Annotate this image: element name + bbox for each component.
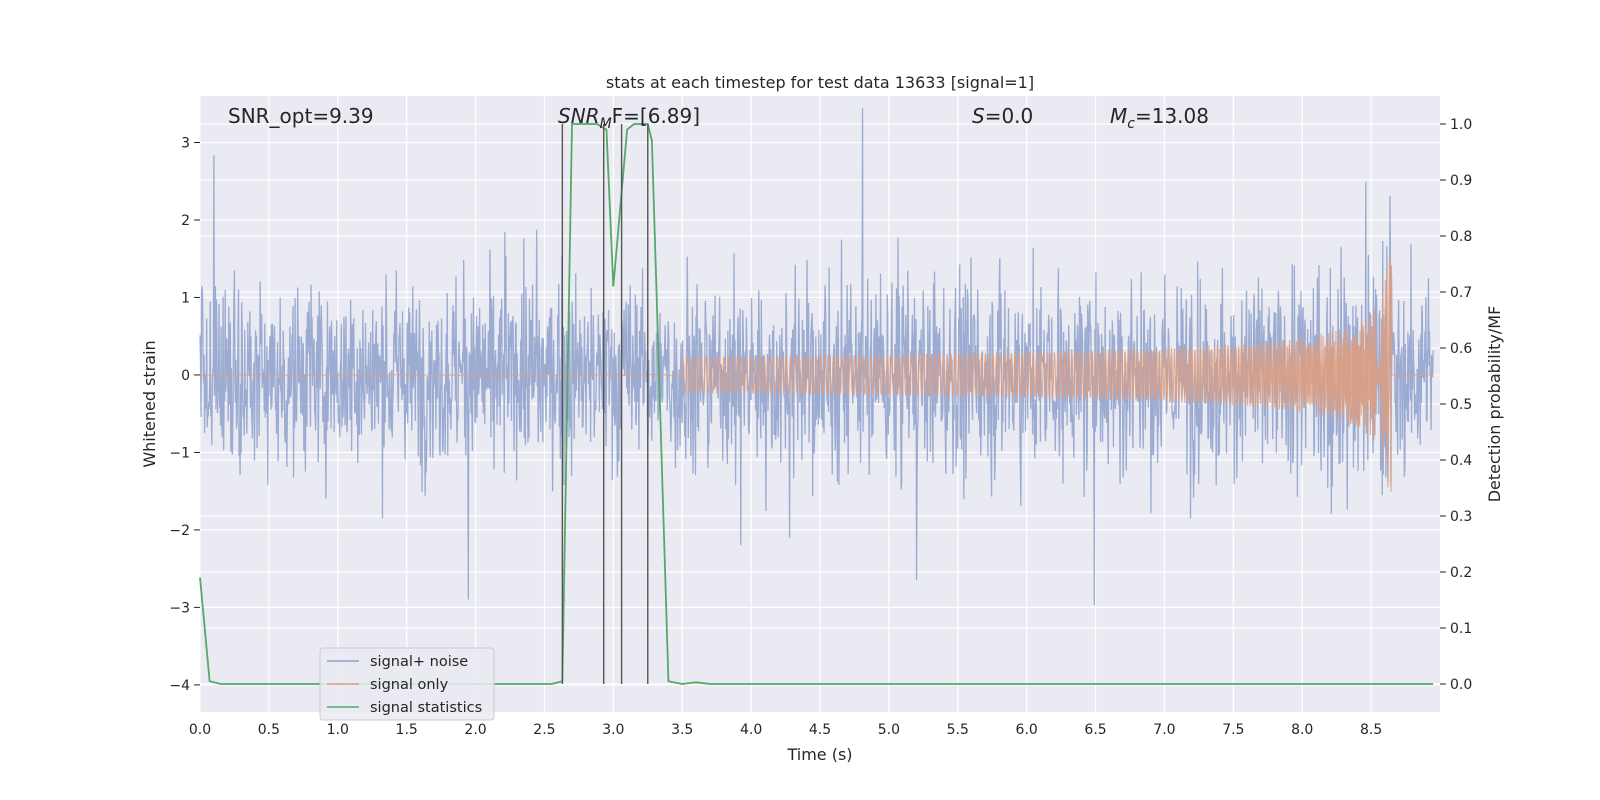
- line-signal-statistics: [199, 123, 1434, 685]
- y2-tick-label: 0.2: [1450, 565, 1472, 581]
- x-tick-label: 8.0: [1291, 722, 1313, 738]
- x-tick-label: 8.5: [1360, 722, 1382, 738]
- y2-tick-label: 0.6: [1450, 341, 1472, 357]
- annotation-mc: Mc=13.08: [1110, 104, 1209, 132]
- y2-tick-label: 1.0: [1450, 117, 1472, 133]
- x-tick-label: 3.0: [602, 722, 624, 738]
- x-tick-label: 4.0: [740, 722, 762, 738]
- snr-mf-base: SNR: [558, 104, 600, 128]
- legend-box: [319, 647, 495, 721]
- y2-tick-label: 0.0: [1450, 677, 1472, 693]
- x-tick-label: 3.5: [671, 722, 693, 738]
- series-signal-statistics: [199, 123, 1434, 685]
- line-signal-only: [199, 257, 1434, 493]
- y2-tick-label: 0.1: [1450, 621, 1472, 637]
- mc-subscript: c: [1127, 116, 1135, 132]
- x-axis-label: Time (s): [786, 745, 852, 764]
- y-tick-label: −3: [169, 600, 190, 616]
- x-tick-label: 7.0: [1153, 722, 1175, 738]
- x-tick-label: 5.5: [947, 722, 969, 738]
- x-tick-label: 1.5: [396, 722, 418, 738]
- x-tick-label: 0.5: [258, 722, 280, 738]
- x-tick-label: 1.0: [327, 722, 349, 738]
- legend-label-signal-statistics: signal statistics: [370, 700, 482, 716]
- y2-tick-label: 0.9: [1450, 173, 1472, 189]
- y2-tick-label: 0.7: [1450, 285, 1472, 301]
- y-axis-label: Whitened strain: [140, 340, 159, 467]
- chart-title: stats at each timestep for test data 136…: [606, 73, 1034, 92]
- x-tick-label: 6.0: [1016, 722, 1038, 738]
- snr-mf-subscript: M: [600, 116, 612, 132]
- x-tick-label: 4.5: [809, 722, 831, 738]
- s-base: S: [972, 104, 985, 128]
- y2-tick-label: 0.5: [1450, 397, 1472, 413]
- mc-rest: =13.08: [1135, 104, 1209, 128]
- x-tick-label: 5.0: [878, 722, 900, 738]
- legend-label-signal-only: signal only: [370, 677, 449, 693]
- y-axis-left: 3 2 1 0 −1 −2 −3 −4: [169, 135, 200, 694]
- x-tick-label: 2.5: [533, 722, 555, 738]
- y-axis-right: 1.0 0.9 0.8 0.7 0.6 0.5 0.4 0.3 0.2 0.1 0.0: [1440, 117, 1472, 693]
- legend: signal+ noise signal only signal statist…: [319, 647, 495, 721]
- mc-base: M: [1110, 104, 1127, 128]
- snr-mf-rest: F=[6.89]: [612, 104, 700, 128]
- y-tick-label: −1: [169, 445, 190, 461]
- x-tick-label: 2.0: [464, 722, 486, 738]
- y2-axis-label: Detection probability/MF: [1485, 306, 1504, 503]
- y-tick-label: 1: [181, 290, 190, 306]
- s-rest: =0.0: [985, 104, 1034, 128]
- y-tick-label: 3: [181, 135, 190, 151]
- legend-label-signal-noise: signal+ noise: [370, 654, 468, 670]
- series-signal-only: [199, 257, 1434, 493]
- y2-tick-label: 0.3: [1450, 509, 1472, 525]
- annotation-s: S=0.0: [972, 104, 1033, 128]
- annotation-snr-mf: SNRMF=[6.89]: [558, 104, 700, 132]
- detection-markers: [561, 124, 649, 684]
- y-tick-label: 0: [181, 368, 190, 384]
- annotation-snr-opt: SNR_opt=9.39: [228, 104, 374, 128]
- y-tick-label: 2: [181, 213, 190, 229]
- x-tick-label: 0.0: [189, 722, 211, 738]
- x-tick-label: 7.5: [1222, 722, 1244, 738]
- x-axis: 0.0 0.5 1.0 1.5 2.0 2.5 3.0 3.5 4.0 4.5 5.0 5.5 6.0 6…: [189, 722, 1382, 738]
- y2-tick-label: 0.8: [1450, 229, 1472, 245]
- y2-tick-label: 0.4: [1450, 453, 1472, 469]
- x-tick-label: 6.5: [1084, 722, 1106, 738]
- y-tick-label: −4: [169, 678, 190, 694]
- y-tick-label: −2: [169, 523, 190, 539]
